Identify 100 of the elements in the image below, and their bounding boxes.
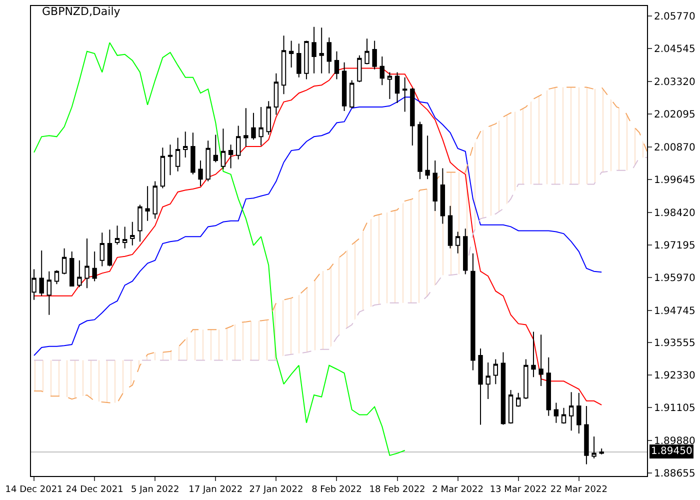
- candlestick: [213, 134, 218, 163]
- candlestick: [258, 106, 264, 146]
- candlestick: [62, 248, 67, 275]
- candlestick: [387, 72, 392, 100]
- y-tick-label: 1.99645: [654, 175, 696, 186]
- line-series: [34, 157, 647, 361]
- x-tick-label: 5 Jan 2022: [130, 484, 180, 495]
- candlestick: [266, 100, 271, 136]
- y-tick-label: 1.91105: [654, 403, 696, 414]
- candlestick: [288, 40, 294, 68]
- candlestick: [448, 205, 453, 249]
- x-tick-label: 24 Dec 2021: [66, 484, 124, 495]
- candlestick: [281, 35, 286, 95]
- candlestick: [312, 26, 316, 74]
- x-tick-label: 17 Jan 2022: [188, 484, 243, 495]
- candlestick: [568, 392, 574, 432]
- candlestick: [394, 72, 400, 104]
- candlestick: [84, 238, 90, 289]
- chart-title: GBPNZD,Daily: [42, 5, 121, 18]
- candlestick: [418, 121, 422, 180]
- y-tick-label: 1.97195: [654, 240, 696, 252]
- x-tick-label: 18 Feb 2022: [369, 484, 426, 495]
- candlestick: [486, 362, 490, 400]
- candlestick: [357, 54, 362, 83]
- candlestick: [319, 27, 324, 74]
- candlestick: [160, 147, 166, 189]
- y-tick-label: 2.03320: [654, 76, 696, 88]
- candlestick: [168, 144, 173, 176]
- candlestick: [152, 180, 158, 220]
- candlestick: [175, 137, 180, 172]
- x-tick-label: 14 Dec 2021: [5, 484, 63, 495]
- candlestick: [364, 38, 370, 65]
- line-series: [34, 96, 602, 356]
- candlestick: [478, 348, 483, 426]
- candlestick: [145, 186, 150, 222]
- candlestick: [440, 168, 446, 224]
- candlestick: [554, 402, 559, 424]
- candlestick: [493, 358, 498, 385]
- candlestick: [524, 358, 528, 400]
- y-tick-label: 2.02095: [654, 110, 696, 121]
- candlestick: [500, 352, 506, 426]
- candlestick: [46, 270, 52, 316]
- candlestick: [584, 405, 589, 465]
- x-tick-label: 22 Mar 2022: [550, 484, 608, 495]
- line-series: [34, 42, 406, 456]
- y-tick-label: 1.94745: [654, 306, 696, 317]
- candlestick: [70, 251, 74, 287]
- candlestick: [251, 112, 256, 140]
- candlestick: [410, 88, 415, 146]
- y-tick-label: 1.92330: [654, 370, 696, 382]
- candlestick: [183, 131, 188, 158]
- candlestick: [432, 160, 438, 212]
- candlestick: [350, 80, 354, 109]
- x-tick-label: 8 Feb 2022: [312, 484, 362, 495]
- candlestick: [516, 392, 521, 408]
- y-tick-label: 1.89880: [654, 436, 696, 447]
- candlestick: [455, 231, 460, 254]
- candlestick: [592, 436, 596, 459]
- candlestick: [402, 76, 408, 112]
- candlestick: [326, 37, 332, 74]
- candlestick: [54, 270, 60, 285]
- ref-line-label: 1.89450: [651, 446, 692, 457]
- x-tick-label: 27 Jan 2022: [249, 484, 304, 495]
- candlestick: [463, 228, 468, 275]
- candlestick: [380, 56, 384, 86]
- candlestick: [296, 43, 302, 78]
- candlestick: [100, 232, 104, 267]
- y-tick-label: 2.00870: [654, 142, 696, 154]
- y-tick-label: 1.95970: [654, 273, 696, 284]
- candlestick: [190, 132, 196, 175]
- candlestick: [304, 40, 309, 80]
- y-tick-label: 1.98420: [654, 208, 696, 219]
- candlestick: [92, 251, 97, 282]
- candlestick: [470, 252, 476, 371]
- candlestick: [236, 125, 241, 160]
- y-tick-label: 1.88655: [654, 468, 696, 480]
- candlestick: [114, 225, 120, 246]
- candlestick: [334, 50, 340, 80]
- y-tick-label: 1.93555: [654, 338, 696, 349]
- candlestick: [546, 356, 551, 416]
- candlestick: [599, 448, 604, 455]
- candlestick: [77, 260, 82, 288]
- candlestick: [130, 221, 135, 246]
- y-tick-label: 2.05770: [654, 11, 696, 22]
- x-tick-label: 13 Mar 2022: [490, 484, 547, 495]
- candlestick: [561, 407, 566, 424]
- candlestick: [122, 226, 128, 249]
- candlestick: [531, 331, 536, 378]
- candlestick: [274, 72, 279, 116]
- candlestick: [228, 144, 234, 169]
- candlestick: [576, 392, 582, 434]
- x-tick-label: 2 Mar 2022: [432, 484, 484, 495]
- candlestick: [138, 204, 142, 242]
- y-tick-label: 2.04545: [654, 44, 696, 56]
- candlestick: [342, 62, 347, 112]
- candlestick: [425, 135, 430, 180]
- candlestick: [220, 128, 226, 170]
- candlestick: [39, 250, 44, 296]
- candlestick: [206, 140, 210, 182]
- candlestick: [244, 108, 248, 148]
